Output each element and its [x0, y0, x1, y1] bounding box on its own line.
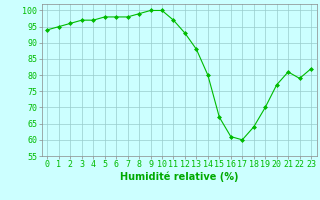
X-axis label: Humidité relative (%): Humidité relative (%) — [120, 172, 238, 182]
